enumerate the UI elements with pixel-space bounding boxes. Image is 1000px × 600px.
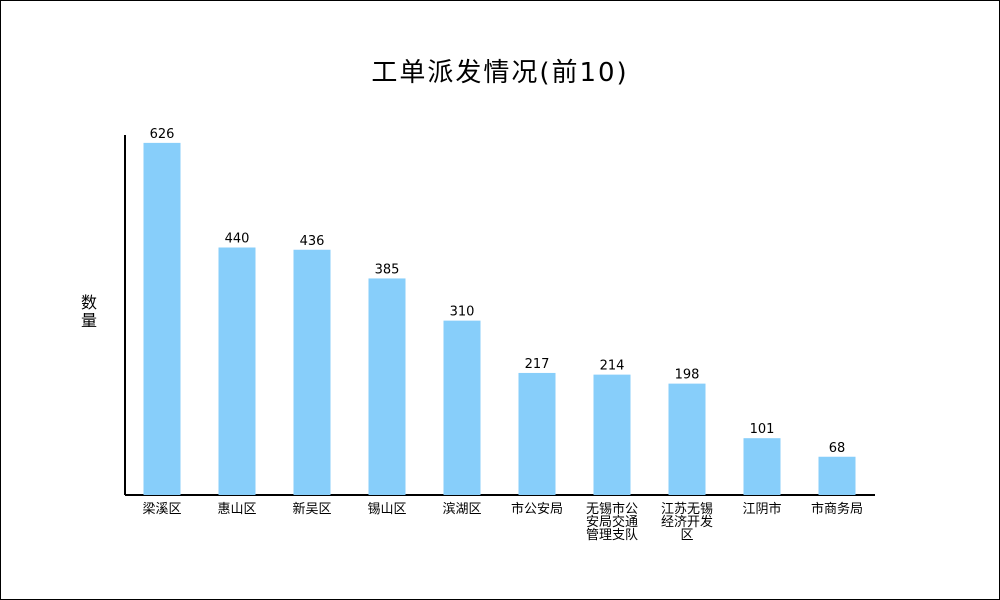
x-tick-label-6: 市公安局 — [511, 501, 563, 517]
data-label-9: 101 — [750, 422, 775, 437]
bar-6 — [518, 372, 556, 495]
data-label-10: 68 — [829, 441, 846, 456]
bar-8 — [668, 383, 706, 495]
chart-title: 工单派发情况(前10) — [371, 58, 629, 88]
data-label-3: 436 — [300, 234, 325, 249]
x-tick-label-8: 江苏无锡经济开发区 — [661, 501, 713, 543]
data-label-2: 440 — [225, 232, 250, 247]
data-label-1: 626 — [150, 127, 175, 142]
bar-10 — [818, 456, 856, 495]
x-tick-label-10: 市商务局 — [811, 501, 863, 517]
bar-7 — [593, 374, 631, 495]
data-label-7: 214 — [600, 359, 625, 374]
x-tick-label-1: 梁溪区 — [142, 502, 181, 517]
x-tick-label-2: 惠山区 — [217, 502, 256, 517]
x-tick-label-7: 无锡市公安局交通管理支队 — [586, 501, 638, 543]
x-tick-label-4: 锡山区 — [367, 502, 406, 517]
data-label-8: 198 — [675, 368, 700, 383]
bar-9 — [743, 438, 781, 495]
x-tick-label-5: 滨湖区 — [442, 501, 481, 517]
bar-2 — [218, 247, 256, 495]
data-label-5: 310 — [450, 305, 475, 320]
x-tick-label-3: 新吴区 — [292, 501, 331, 517]
x-tick-label-9: 江阴市 — [742, 501, 781, 517]
data-label-6: 217 — [525, 357, 550, 372]
bar-1 — [143, 142, 181, 495]
bar-5 — [443, 320, 481, 495]
bar-4 — [368, 278, 406, 495]
y-axis-label: 数量 — [80, 293, 97, 330]
data-label-4: 385 — [375, 262, 400, 277]
bar-3 — [293, 249, 331, 495]
